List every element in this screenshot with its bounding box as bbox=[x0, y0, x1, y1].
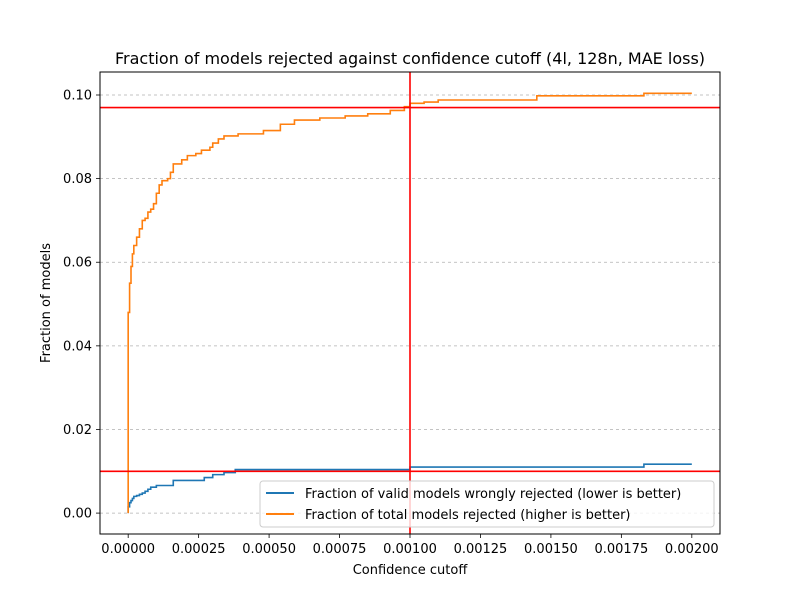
x-axis-label: Confidence cutoff bbox=[353, 563, 469, 578]
y-tick-label: 0.08 bbox=[63, 172, 92, 187]
x-axis-ticks: 0.00000 0.00025 0.00050 0.00075 0.00100 0.001… bbox=[101, 534, 719, 557]
chart-title: Fraction of models rejected against conf… bbox=[115, 49, 705, 68]
y-tick-label: 0.06 bbox=[63, 256, 92, 271]
x-tick-label: 0.00075 bbox=[313, 542, 367, 557]
legend-label-valid-wrongly-rejected: Fraction of valid models wrongly rejecte… bbox=[305, 487, 681, 502]
plot-area bbox=[127, 92, 692, 514]
x-tick-label: 0.00175 bbox=[594, 542, 648, 557]
x-tick-label: 0.00200 bbox=[665, 542, 719, 557]
x-tick-label: 0.00050 bbox=[242, 542, 296, 557]
legend-box bbox=[259, 480, 715, 528]
x-tick-label: 0.00000 bbox=[101, 542, 155, 557]
x-tick-label: 0.00150 bbox=[524, 542, 578, 557]
y-tick-label: 0.04 bbox=[63, 339, 92, 354]
y-tick-label: 0.10 bbox=[63, 88, 92, 103]
y-axis-label: Fraction of models bbox=[39, 243, 54, 363]
reference-lines bbox=[100, 72, 720, 534]
legend-label-total-rejected: Fraction of total models rejected (highe… bbox=[305, 508, 631, 523]
y-axis-ticks: 0.00 0.02 0.04 0.06 0.08 0.10 bbox=[63, 88, 100, 522]
y-tick-label: 0.00 bbox=[63, 507, 92, 522]
x-tick-label: 0.00025 bbox=[172, 542, 226, 557]
x-tick-label: 0.00125 bbox=[454, 542, 508, 557]
x-tick-label: 0.00100 bbox=[383, 542, 437, 557]
series-line-total-rejected bbox=[127, 92, 692, 514]
legend: Fraction of valid models wrongly rejecte… bbox=[259, 480, 715, 528]
y-tick-label: 0.02 bbox=[63, 423, 92, 438]
series-line-valid-wrongly-rejected bbox=[127, 463, 692, 514]
